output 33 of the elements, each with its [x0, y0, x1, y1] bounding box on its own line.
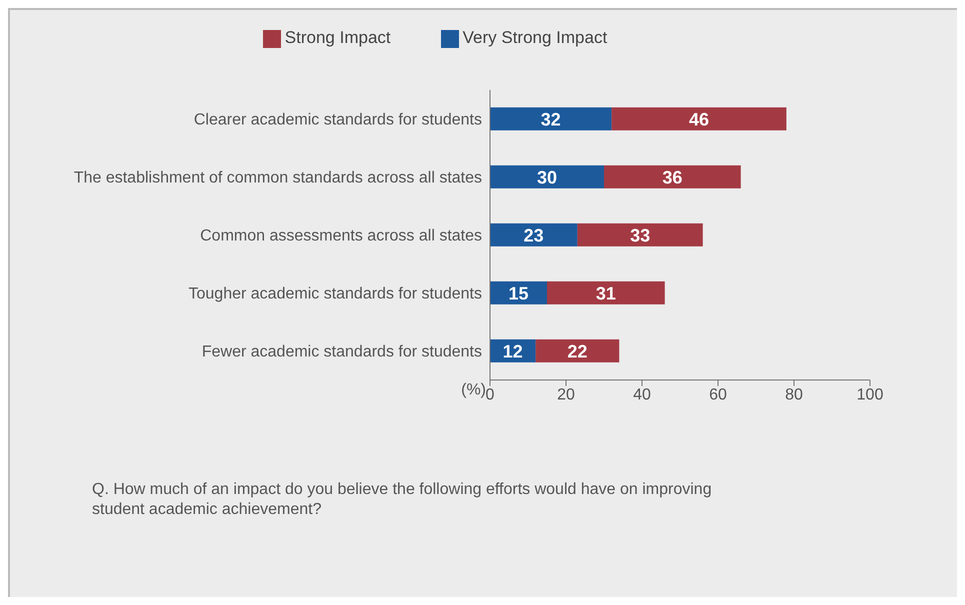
x-tick-label: 100: [856, 386, 884, 404]
y-tick-label: Clearer academic standards for students: [194, 112, 482, 129]
text: Q. How much of an impact do you believe the following efforts would have on improving student academic achievement?: [92, 480, 713, 520]
y-tick-label: Fewer academic standards for students: [202, 344, 482, 361]
y-tick-label: The establishment of common standards across all states: [74, 170, 482, 187]
y-tick-label: Common assessments across all states: [200, 228, 482, 245]
legend-label: Very Strong Impact: [462, 28, 608, 47]
bar: [490, 165, 604, 188]
x-tick-label: 0: [486, 386, 495, 404]
x-axis-title: (%): [461, 382, 486, 399]
x-tick-label: 40: [633, 386, 651, 404]
y-tick-label: Tougher academic standards for students: [188, 286, 482, 303]
bar: [577, 223, 703, 246]
data-label: 36: [662, 167, 682, 188]
legend-label: Strong Impact: [284, 28, 391, 47]
data-label: 15: [508, 283, 529, 304]
x-tick-label: 80: [785, 386, 803, 404]
data-label: 12: [502, 341, 523, 362]
bar: [604, 165, 741, 188]
bar: [612, 107, 786, 130]
bar: [547, 281, 665, 304]
x-tick-label: 20: [557, 386, 575, 404]
bar: [490, 223, 578, 246]
data-label: 30: [536, 167, 558, 188]
x-tick-label: 60: [709, 386, 727, 404]
data-label: 46: [688, 109, 710, 130]
data-label: 22: [567, 341, 588, 362]
data-label: 32: [540, 109, 561, 130]
data-label: 33: [630, 225, 650, 246]
bar: [490, 107, 612, 130]
bar: [536, 339, 620, 362]
data-label: 23: [524, 225, 544, 246]
data-label: 31: [596, 283, 616, 304]
